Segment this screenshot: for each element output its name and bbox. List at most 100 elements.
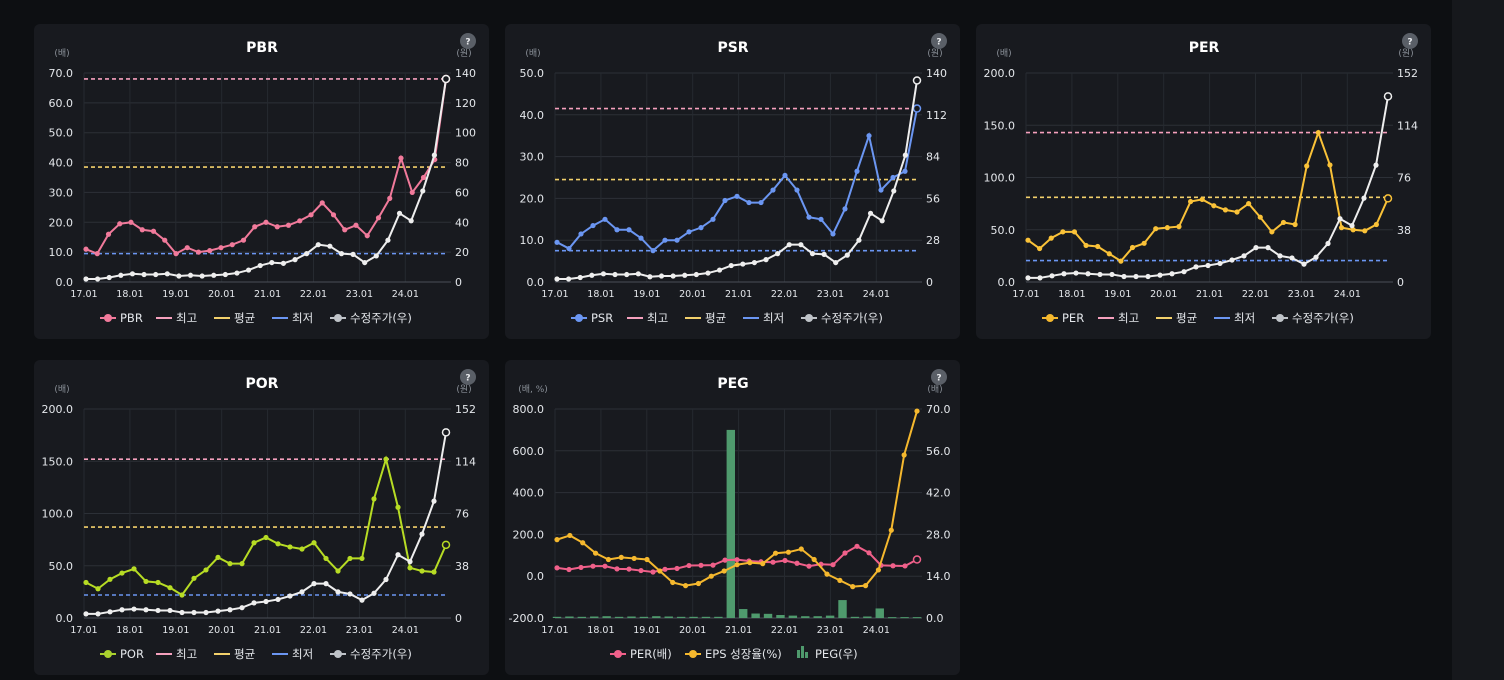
peg-per-point bbox=[830, 562, 836, 568]
pbr-x-tick: 21.01 bbox=[254, 289, 281, 300]
per-ratio-point bbox=[1362, 228, 1368, 234]
peg-per-point bbox=[686, 562, 692, 569]
por-chart: POR (배) (원)? 0.0 50.0 100.0 150.0 200.0 0 38 76 114… bbox=[42, 369, 476, 661]
peg-per-point bbox=[734, 557, 740, 563]
peg-right-tick: 42.0 bbox=[926, 487, 951, 500]
pbr-price-point bbox=[129, 271, 136, 277]
psr-help-symbol: ? bbox=[936, 38, 941, 48]
por-ratio-point bbox=[335, 568, 341, 574]
por-price-point bbox=[107, 609, 113, 615]
peg-legend-bar bbox=[805, 652, 808, 658]
per-ratio-point bbox=[1187, 198, 1194, 205]
por-ratio-point bbox=[407, 565, 413, 571]
pbr-price-point bbox=[164, 271, 170, 277]
psr-ratio-point bbox=[614, 227, 620, 233]
pbr-title: PBR bbox=[246, 40, 278, 56]
peg-eps-point bbox=[901, 452, 907, 458]
por-ratio-point bbox=[131, 566, 137, 572]
pbr-ratio-point bbox=[252, 224, 258, 230]
peg-eps-point bbox=[850, 584, 856, 590]
pbr-ratio-point bbox=[274, 224, 280, 230]
psr-price-point bbox=[600, 271, 607, 277]
peg-left-tick: 400.0 bbox=[513, 487, 545, 500]
peg-bar bbox=[565, 616, 574, 618]
psr-ratio-point bbox=[818, 216, 824, 222]
pbr-price-point bbox=[153, 271, 159, 278]
peg-bar bbox=[602, 616, 611, 618]
pbr-price-point bbox=[373, 253, 379, 259]
pbr-legend-swatch-dot bbox=[334, 314, 342, 322]
por-legend-label: 최저 bbox=[292, 647, 313, 661]
per-ratio-point bbox=[1025, 237, 1031, 243]
pbr-legend-label: 최고 bbox=[176, 311, 197, 325]
peg-bar bbox=[887, 617, 897, 619]
per-price-point bbox=[1121, 273, 1127, 280]
per-price-point bbox=[1205, 262, 1211, 269]
pbr-x-tick: 24.01 bbox=[392, 289, 419, 300]
peg-bar bbox=[825, 615, 835, 618]
per-right-tick: 0 bbox=[1397, 276, 1404, 289]
per-price-point bbox=[1049, 273, 1055, 279]
per-price-point bbox=[1349, 223, 1355, 229]
peg-eps-point bbox=[798, 546, 804, 552]
pbr-ratio-point bbox=[218, 245, 224, 251]
por-price-point bbox=[323, 581, 329, 587]
por-x-tick: 20.01 bbox=[208, 625, 235, 636]
per-legend-label: 최고 bbox=[1118, 311, 1139, 325]
pbr-ratio-point bbox=[319, 200, 325, 206]
peg-eps-point bbox=[888, 527, 894, 533]
pbr-price-point bbox=[257, 262, 263, 269]
pbr-ratio-point bbox=[364, 233, 370, 239]
peg-bar bbox=[689, 616, 698, 618]
por-price-point bbox=[431, 498, 437, 504]
psr-right-tick: 0 bbox=[926, 276, 933, 289]
por-price-point bbox=[441, 428, 451, 437]
peg-title: PEG bbox=[717, 376, 748, 392]
pbr-ratio-point bbox=[195, 249, 202, 255]
pbr-help-symbol: ? bbox=[465, 38, 470, 48]
por-ratio-point bbox=[251, 540, 257, 546]
por-price-point bbox=[227, 607, 233, 613]
psr-x-tick: 23.01 bbox=[817, 289, 844, 300]
per-price-point bbox=[1373, 162, 1379, 168]
per-legend-label: 평균 bbox=[1176, 311, 1197, 325]
por-x-tick: 18.01 bbox=[116, 625, 143, 636]
per-ratio-point bbox=[1373, 221, 1379, 228]
psr-x-tick: 21.01 bbox=[725, 289, 752, 300]
psr-right-unit: (원) bbox=[927, 48, 942, 59]
por-x-tick: 21.01 bbox=[254, 625, 281, 636]
psr-price-point bbox=[740, 261, 746, 267]
psr-price-point bbox=[891, 188, 897, 194]
per-ratio-point bbox=[1037, 245, 1043, 252]
psr-right-tick: 28 bbox=[926, 234, 940, 247]
peg-per-point bbox=[638, 567, 644, 574]
per-ratio-point bbox=[1164, 225, 1170, 231]
per-price-point bbox=[1169, 271, 1175, 277]
per-price-point bbox=[1383, 92, 1393, 101]
peg-bar bbox=[900, 617, 909, 619]
per-x-tick: 20.01 bbox=[1150, 289, 1177, 300]
per-ratio-point bbox=[1060, 229, 1066, 235]
por-left-tick: 50.0 bbox=[49, 560, 74, 573]
por-right-tick: 152 bbox=[455, 403, 476, 416]
por-ratio-point bbox=[227, 561, 233, 567]
peg-legend-bar bbox=[797, 650, 800, 658]
peg-help-icon bbox=[931, 369, 947, 385]
per-right-tick: 76 bbox=[1397, 172, 1411, 185]
per-x-tick: 21.01 bbox=[1196, 289, 1223, 300]
pbr-price-point bbox=[106, 274, 112, 281]
psr-ratio-point bbox=[842, 206, 848, 212]
por-left-tick: 0.0 bbox=[56, 612, 74, 625]
psr-ratio-point bbox=[722, 197, 728, 204]
peg-eps-point bbox=[747, 560, 753, 566]
por-price-point bbox=[335, 589, 341, 595]
pbr-ratio-point bbox=[184, 245, 190, 251]
per-ratio-point bbox=[1106, 251, 1112, 257]
pbr-ratio-point bbox=[263, 219, 269, 225]
psr-ratio-point bbox=[854, 168, 860, 174]
pbr-price-point bbox=[441, 74, 451, 84]
peg-legend-swatch-dot bbox=[689, 650, 697, 658]
pbr-ratio-point bbox=[117, 221, 123, 227]
peg-bar bbox=[676, 616, 686, 618]
per-legend-label: 최저 bbox=[1234, 311, 1255, 325]
